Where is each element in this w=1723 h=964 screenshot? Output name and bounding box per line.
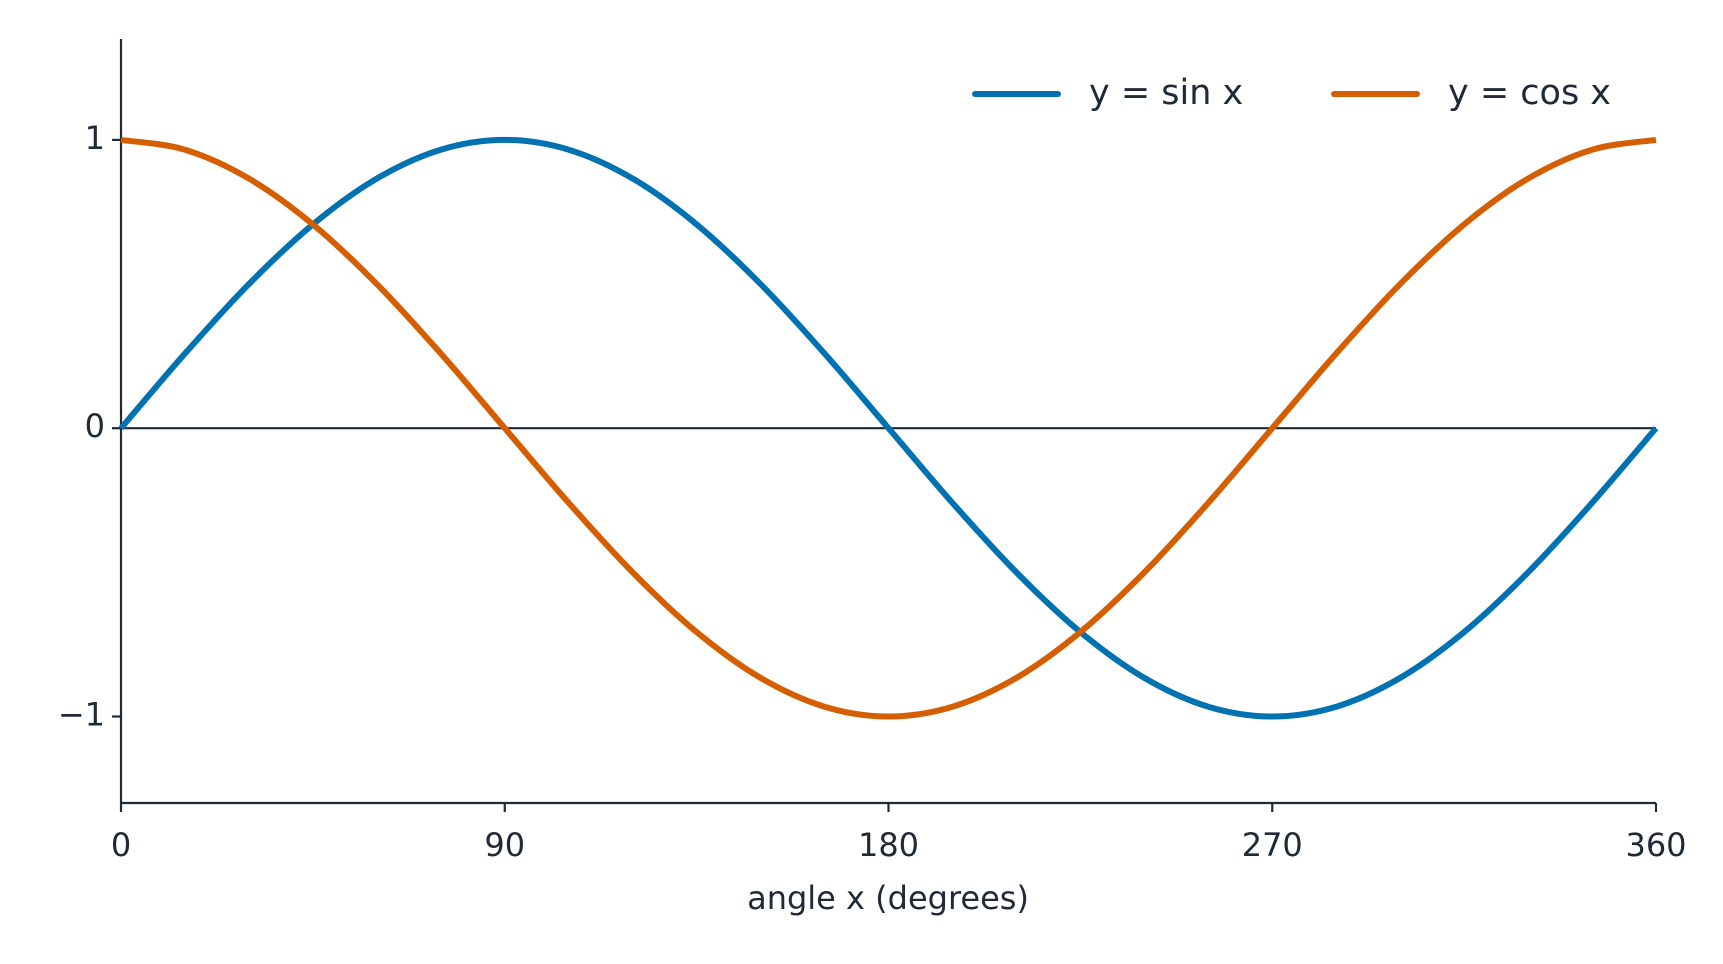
x-axis-label: angle x (degrees) [747, 879, 1029, 917]
y-tick-label: −1 [58, 696, 105, 734]
legend-label: y = cos x [1448, 73, 1611, 113]
y-tick-label: 1 [85, 119, 105, 157]
x-tick-label: 180 [858, 826, 919, 864]
x-tick-label: 270 [1242, 826, 1303, 864]
y-tick-label: 0 [85, 407, 105, 445]
x-tick-label: 360 [1625, 826, 1686, 864]
x-tick-label: 90 [484, 826, 525, 864]
x-tick-label: 0 [111, 826, 131, 864]
line-series [118, 136, 1659, 720]
legend-label: y = sin x [1089, 73, 1243, 113]
line-series [120, 136, 1657, 720]
